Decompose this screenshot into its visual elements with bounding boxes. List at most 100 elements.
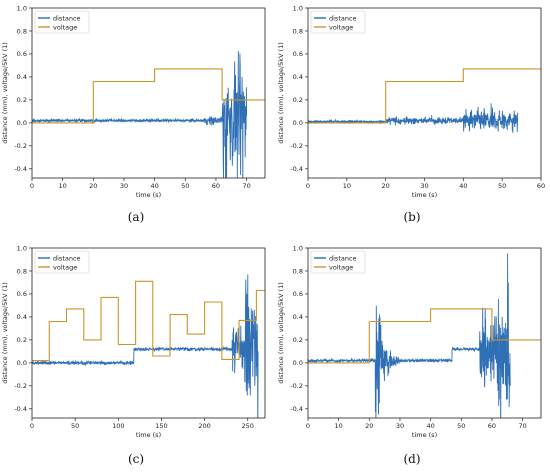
x-tick-label: 20 [365,422,373,430]
y-tick-label: -0.2 [290,382,303,390]
x-axis-label: time (s) [136,431,161,439]
y-tick-label: 0.6 [293,290,303,298]
x-tick-label: 0 [30,422,34,430]
y-tick-label: 1.0 [293,4,303,12]
y-tick-label: -0.4 [14,165,27,173]
x-tick-label: 0 [306,182,310,190]
x-axis-label: time (s) [412,431,437,439]
caption-d: (d) [403,452,421,466]
x-tick-label: 10 [59,182,67,190]
series-distance-line [308,103,519,133]
plot-area [308,68,541,133]
plot-area [32,51,265,178]
y-tick-label: 0.0 [293,119,303,127]
x-tick-label: 50 [457,422,465,430]
plot-area [32,274,265,418]
legend-label-distance: distance [329,254,357,262]
x-tick-label: 40 [459,182,467,190]
y-tick-label: 0.8 [17,27,27,35]
series-voltage-line [308,68,541,124]
y-axis-label: distance (mm), voltage/5kV (1) [277,42,285,144]
legend-label-voltage: voltage [53,23,77,31]
x-axis-label: time (s) [136,191,161,199]
series-voltage-line [308,308,541,364]
x-tick-label: 30 [420,182,428,190]
x-tick-label: 30 [396,422,404,430]
x-tick-label: 10 [335,422,343,430]
x-tick-label: 50 [71,422,79,430]
y-tick-label: 0.0 [17,359,27,367]
x-axis-label: time (s) [412,191,437,199]
x-tick-label: 60 [488,422,496,430]
y-tick-label: 1.0 [17,244,27,252]
x-tick-label: 250 [242,422,254,430]
plot-frame [307,247,542,419]
x-tick-label: 40 [150,182,158,190]
y-tick-label: 0.0 [17,119,27,127]
y-tick-label: -0.4 [290,165,303,173]
y-tick-label: -0.2 [14,382,27,390]
y-tick-label: -0.2 [290,142,303,150]
y-axis-label: distance (mm), voltage/5kV (1) [1,42,9,144]
plot-area [308,253,541,418]
legend-label-distance: distance [53,14,81,22]
legend-label-distance: distance [329,14,357,22]
series-voltage-line [32,280,265,362]
y-tick-label: 0.8 [17,267,27,275]
y-tick-label: 0.6 [17,50,27,58]
x-tick-label: 60 [212,182,220,190]
plot-frame [31,247,266,419]
chart-panel-a: 0 10 20 30 40 50 60 70 -0.4 -0.2 0.0 0.2 0.4 0.6 0.8 1.… [1,4,266,199]
x-tick-label: 0 [306,422,310,430]
x-tick-label: 150 [155,422,167,430]
y-tick-label: 0.8 [293,27,303,35]
y-axis-label: distance (mm), voltage/5kV (1) [277,282,285,384]
y-tick-label: -0.4 [290,405,303,413]
x-tick-label: 200 [198,422,210,430]
x-tick-label: 100 [112,422,124,430]
y-tick-label: 0.4 [17,73,27,81]
caption-c: (c) [127,452,145,466]
series-distance-line [308,253,511,418]
y-tick-label: 0.4 [293,73,303,81]
y-tick-label: -0.4 [14,405,27,413]
x-tick-label: 30 [120,182,128,190]
y-axis-label: distance (mm), voltage/5kV (1) [1,282,9,384]
chart-panel-b: 0 10 20 30 40 50 60 -0.4 -0.2 0.0 0.2 0.4 0.6 0.8 1.0 t… [277,4,545,199]
y-tick-label: 0.2 [17,336,27,344]
x-tick-label: 40 [426,422,434,430]
plot-frame [307,7,542,179]
y-tick-label: 0.4 [17,313,27,321]
y-tick-label: 0.4 [293,313,303,321]
y-tick-label: 1.0 [293,244,303,252]
caption-b: (b) [403,210,421,224]
y-tick-label: 0.6 [17,290,27,298]
y-tick-label: -0.2 [14,142,27,150]
y-tick-label: 0.2 [293,336,303,344]
legend-label-voltage: voltage [329,23,353,31]
y-tick-label: 0.2 [17,96,27,104]
y-tick-label: 0.2 [293,96,303,104]
caption-a: (a) [127,210,145,224]
plot-frame [31,7,266,179]
legend-label-voltage: voltage [329,263,353,271]
x-tick-label: 50 [498,182,506,190]
x-tick-label: 20 [89,182,97,190]
series-voltage-line [32,68,265,124]
x-tick-label: 70 [242,182,250,190]
chart-panel-c: 0 50 100 150 200 250 -0.4 -0.2 0.0 0.2 0.4 0.6 0.8 1.… [1,244,266,439]
x-tick-label: 60 [537,182,545,190]
series-distance-line [32,51,248,178]
y-tick-label: 1.0 [17,4,27,12]
x-tick-label: 10 [343,182,351,190]
y-tick-label: 0.8 [293,267,303,275]
series-distance-line [32,274,259,418]
y-tick-label: 0.6 [293,50,303,58]
chart-panel-d: 0 10 20 30 40 50 60 70 -0.4 -0.2 0.0 0.2 0.4 0.6 0.8 1.… [277,244,542,439]
x-tick-label: 70 [518,422,526,430]
x-tick-label: 0 [30,182,34,190]
y-tick-label: 0.0 [293,359,303,367]
